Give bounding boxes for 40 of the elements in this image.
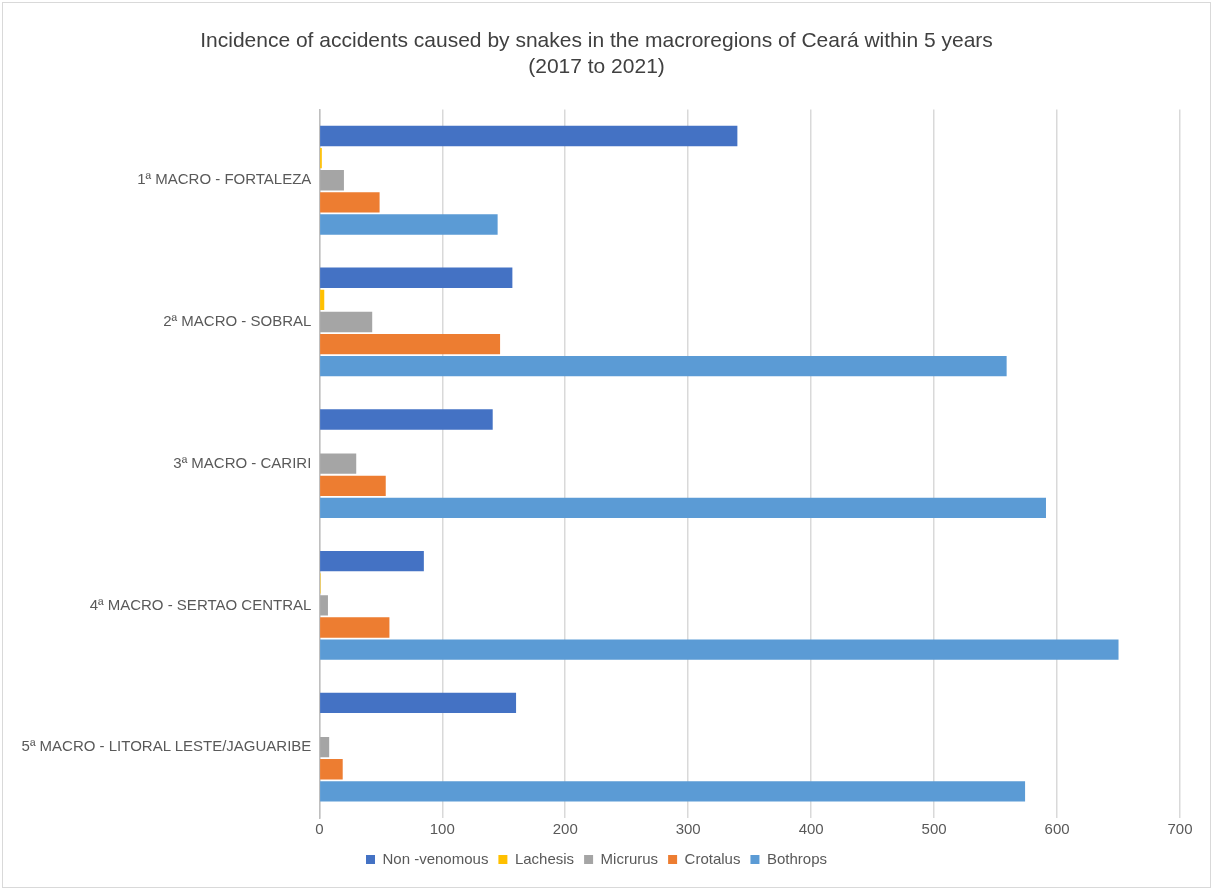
bar bbox=[320, 409, 493, 430]
y-tick-label: 3ª MACRO - CARIRI bbox=[173, 453, 312, 471]
bar bbox=[320, 192, 380, 213]
bar bbox=[320, 453, 357, 474]
y-tick-label: 2ª MACRO - SOBRAL bbox=[163, 312, 312, 330]
bar bbox=[320, 267, 513, 288]
bar bbox=[320, 551, 424, 572]
bar bbox=[320, 289, 325, 311]
bar bbox=[320, 311, 373, 333]
bar bbox=[320, 170, 344, 191]
bar bbox=[320, 356, 1007, 377]
x-tick-label: 700 bbox=[1167, 820, 1193, 838]
x-tick-label: 200 bbox=[552, 820, 578, 838]
legend-label: Crotalus bbox=[684, 849, 741, 867]
bar bbox=[320, 497, 1046, 519]
legend-label: Micrurus bbox=[600, 849, 659, 867]
bar bbox=[320, 692, 517, 714]
x-tick-label: 600 bbox=[1044, 820, 1070, 838]
x-tick-label: 500 bbox=[921, 820, 947, 838]
bar bbox=[320, 781, 1026, 802]
bar bbox=[320, 475, 386, 496]
x-tick-label: 100 bbox=[429, 820, 455, 838]
bar bbox=[320, 617, 390, 638]
bar bbox=[320, 736, 330, 758]
legend-label: Non -venomous bbox=[382, 849, 489, 867]
y-tick-label: 5ª MACRO - LITORAL LESTE/JAGUARIBE bbox=[21, 737, 312, 755]
x-tick-label: 0 bbox=[315, 820, 324, 838]
bar bbox=[320, 333, 501, 355]
bar bbox=[320, 759, 343, 780]
legend-label: Lachesis bbox=[514, 849, 575, 867]
bar bbox=[320, 214, 498, 235]
chart-title: Incidence of accidents caused by snakes in the macroregions of Ceará within 5 years (2017 to 2021) bbox=[200, 28, 993, 77]
y-tick-label: 4ª MACRO - SERTAO CENTRAL bbox=[89, 595, 312, 613]
legend-label: Bothrops bbox=[766, 849, 827, 867]
x-tick-label: 400 bbox=[798, 820, 824, 838]
bar bbox=[320, 639, 1119, 660]
bar bbox=[320, 595, 328, 616]
y-tick-label: 1ª MACRO - FORTALEZA bbox=[137, 170, 312, 188]
x-tick-label: 300 bbox=[675, 820, 701, 838]
bar bbox=[320, 125, 738, 147]
